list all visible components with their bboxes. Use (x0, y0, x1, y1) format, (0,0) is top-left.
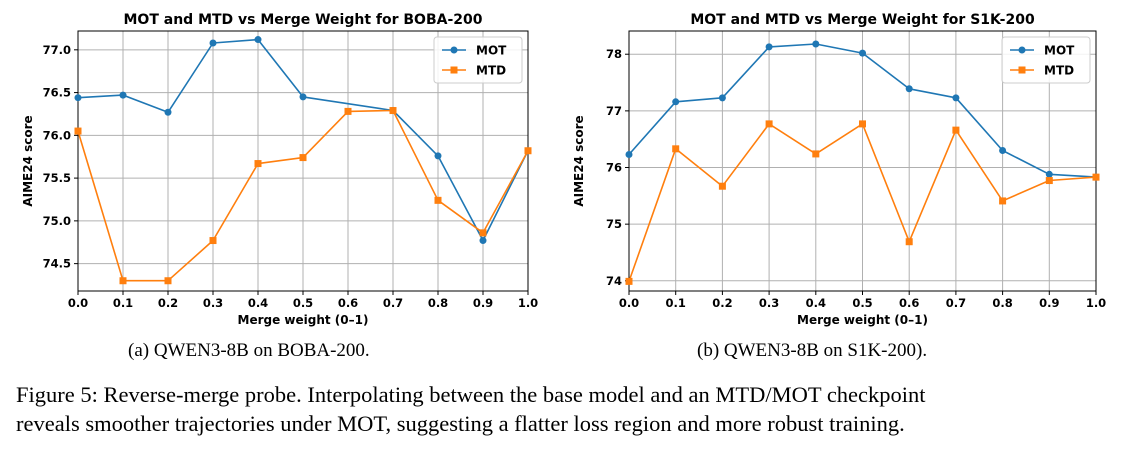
mot-data-point (479, 237, 487, 245)
mot-data-point (209, 39, 217, 47)
x-tick-label: 0.8 (992, 296, 1012, 310)
x-tick-label: 0.4 (248, 296, 268, 310)
mot-data-point (625, 150, 633, 158)
mtd-data-point (74, 127, 82, 135)
mot-data-point (812, 40, 820, 48)
mtd-data-point (625, 277, 633, 285)
mtd-data-point (254, 160, 262, 168)
y-tick-label: 75.5 (43, 171, 71, 185)
subcaption-a: (a) QWEN3-8B on BOBA-200. (128, 340, 370, 361)
y-tick-label: 77.0 (43, 43, 71, 57)
mtd-data-point (299, 154, 307, 162)
y-tick-label: 75.0 (43, 214, 71, 228)
mtd-data-point (718, 182, 726, 190)
x-tick-label: 1.0 (1086, 296, 1106, 310)
x-tick-label: 1.0 (518, 296, 538, 310)
y-tick-label: 75 (606, 217, 622, 231)
mot-data-point (299, 93, 307, 101)
legend-swatch-marker (1018, 46, 1026, 54)
mot-data-point (672, 98, 680, 106)
mtd-data-point (209, 237, 217, 245)
subcaption-b: (b) QWEN3-8B on S1K-200). (697, 340, 928, 361)
x-tick-label: 0.8 (428, 296, 448, 310)
mot-data-point (119, 91, 127, 99)
mtd-data-point (859, 120, 866, 128)
chart-s1k-200: MOT and MTD vs Merge Weight for S1K-200 0… (572, 12, 1106, 327)
legend-label: MTD (476, 64, 506, 78)
mtd-data-point (344, 107, 352, 115)
y-axis-label: AIME24 score (21, 115, 35, 206)
plot-frame (77, 30, 529, 292)
legend-swatch-marker (1018, 66, 1026, 74)
y-tick-label: 77 (606, 104, 622, 118)
x-tick-label: 0.9 (473, 296, 493, 310)
x-tick-label: 0.3 (203, 296, 223, 310)
y-tick-label: 74 (606, 274, 622, 288)
chart-title: MOT and MTD vs Merge Weight for S1K-200 (690, 12, 1035, 28)
x-tick-label: 0.3 (759, 296, 779, 310)
legend-swatch-marker (450, 66, 458, 74)
y-tick-label: 76 (606, 161, 622, 175)
y-tick-label: 76.5 (43, 86, 71, 100)
mtd-data-point (389, 107, 397, 115)
mot-data-point (765, 43, 773, 51)
x-tick-label: 0.2 (712, 296, 732, 310)
mot-data-point (905, 85, 913, 93)
x-tick-label: 0.4 (806, 296, 826, 310)
plot-frame (628, 30, 1097, 292)
legend-label: MOT (1044, 44, 1075, 58)
mtd-data-point (812, 150, 820, 158)
x-tick-label: 0.5 (852, 296, 872, 310)
mtd-data-point (672, 145, 680, 153)
mot-data-point (999, 147, 1007, 155)
mtd-data-point (434, 196, 442, 204)
y-tick-label: 74.5 (43, 257, 71, 271)
x-tick-label: 0.6 (338, 296, 358, 310)
y-tick-label: 78 (606, 47, 622, 61)
mtd-data-point (119, 277, 127, 285)
mot-data-point (164, 108, 172, 116)
chart-boba-200: MOT and MTD vs Merge Weight for BOBA-200… (21, 12, 538, 327)
figure-caption-line-2: reveals smoother trajectories under MOT,… (16, 411, 905, 436)
mot-data-point (859, 49, 866, 57)
mot-data-point (74, 94, 82, 102)
x-axis-label: Merge weight (0–1) (238, 313, 369, 327)
legend-swatch-marker (450, 46, 458, 54)
x-tick-label: 0.7 (383, 296, 403, 310)
mtd-data-point (999, 197, 1007, 205)
x-tick-label: 0.9 (1039, 296, 1059, 310)
x-tick-label: 0.1 (113, 296, 133, 310)
x-tick-label: 0.2 (158, 296, 178, 310)
figure-caption-line-1: Figure 5: Reverse-merge probe. Interpola… (16, 382, 926, 407)
mtd-data-point (164, 277, 172, 285)
legend-label: MTD (1044, 64, 1074, 78)
mtd-data-point (524, 147, 532, 155)
mtd-data-point (952, 126, 960, 134)
x-tick-label: 0.7 (946, 296, 966, 310)
mtd-data-point (765, 120, 773, 128)
x-tick-label: 0.0 (68, 296, 88, 310)
mot-data-point (1045, 170, 1053, 178)
mtd-data-point (1045, 177, 1053, 185)
mtd-data-point (905, 238, 913, 246)
x-tick-label: 0.1 (666, 296, 686, 310)
mot-data-point (952, 94, 960, 102)
mtd-data-point (479, 229, 487, 237)
x-tick-label: 0.0 (619, 296, 639, 310)
x-axis-label: Merge weight (0–1) (797, 313, 928, 327)
figure-caption: Figure 5: Reverse-merge probe. Interpola… (16, 380, 1116, 438)
mot-data-point (434, 152, 442, 160)
x-tick-label: 0.6 (899, 296, 919, 310)
x-tick-label: 0.5 (293, 296, 313, 310)
mot-data-point (254, 36, 262, 44)
mtd-data-point (1092, 173, 1100, 181)
y-tick-label: 76.0 (43, 128, 71, 142)
mot-data-point (718, 94, 726, 102)
y-axis-label: AIME24 score (572, 115, 586, 206)
mot-series-line (77, 38, 529, 242)
chart-title: MOT and MTD vs Merge Weight for BOBA-200 (124, 12, 483, 28)
legend-label: MOT (476, 44, 507, 58)
